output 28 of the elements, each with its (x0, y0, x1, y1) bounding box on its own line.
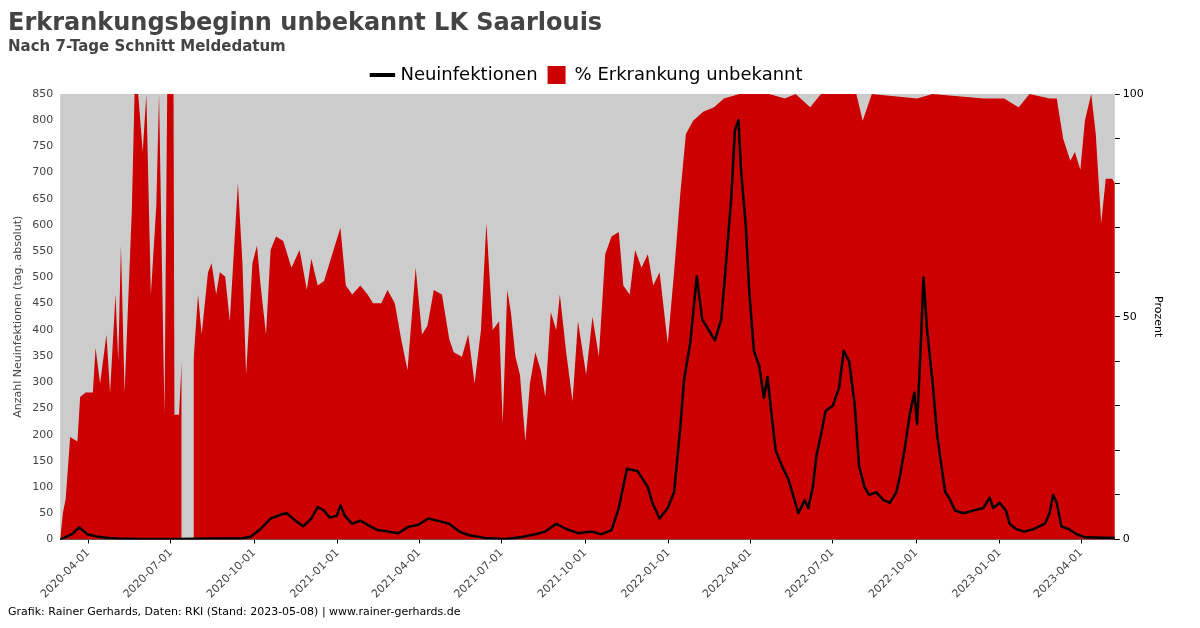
y2-tick-label: 50 (1122, 309, 1137, 323)
y2-tick-label: 0 (1122, 532, 1130, 546)
y-tick-label: 600 (32, 217, 54, 231)
text: Grafik: Rainer Gerhards, Daten: RKI (Stand: 2023-05-08) | www.rainer-gerhards.de (8, 604, 462, 620)
y-tick-label: 50 (39, 506, 54, 520)
y2-axis-title: Prozent (1151, 296, 1165, 339)
y-tick-label: 100 (32, 479, 54, 493)
y-tick-label: 150 (32, 453, 54, 467)
y-tick-label: 850 (32, 86, 54, 100)
y-tick-label: 300 (32, 375, 54, 389)
y-tick-label: 700 (32, 165, 54, 179)
legend-label: % Erkrankung unbekannt (574, 62, 803, 84)
chart-title: Erkrankungsbeginn unbekannt LK Saarlouis (8, 8, 604, 36)
y-tick-label: 750 (32, 139, 54, 153)
y-tick-label: 450 (32, 296, 54, 310)
y-tick-label: 0 (46, 532, 54, 546)
y-tick-label: 550 (32, 244, 54, 258)
y-axis-title: Anzahl Neuinfektionen (tag. absolut) (11, 215, 25, 418)
y-tick-label: 250 (32, 401, 54, 415)
y-tick-label: 800 (32, 113, 54, 127)
y-tick-label: 350 (32, 348, 54, 362)
y-tick-label: 500 (32, 270, 54, 284)
y-tick-label: 200 (32, 427, 54, 441)
y-tick-label: 400 (32, 322, 54, 336)
y-tick-label: 650 (32, 191, 54, 205)
legend-label: Neuinfektionen (400, 62, 538, 84)
chart-subtitle: Nach 7-Tage Schnitt Meldedatum (8, 36, 287, 56)
y2-tick-label: 100 (1122, 86, 1144, 100)
